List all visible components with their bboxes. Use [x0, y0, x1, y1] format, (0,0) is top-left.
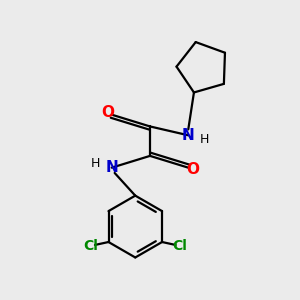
- Text: Cl: Cl: [83, 239, 98, 254]
- Text: H: H: [91, 157, 100, 170]
- Text: Cl: Cl: [172, 239, 187, 254]
- Text: N: N: [105, 160, 118, 175]
- Text: N: N: [182, 128, 195, 143]
- Text: H: H: [200, 133, 209, 146]
- Text: O: O: [186, 162, 199, 177]
- Text: O: O: [101, 105, 114, 120]
